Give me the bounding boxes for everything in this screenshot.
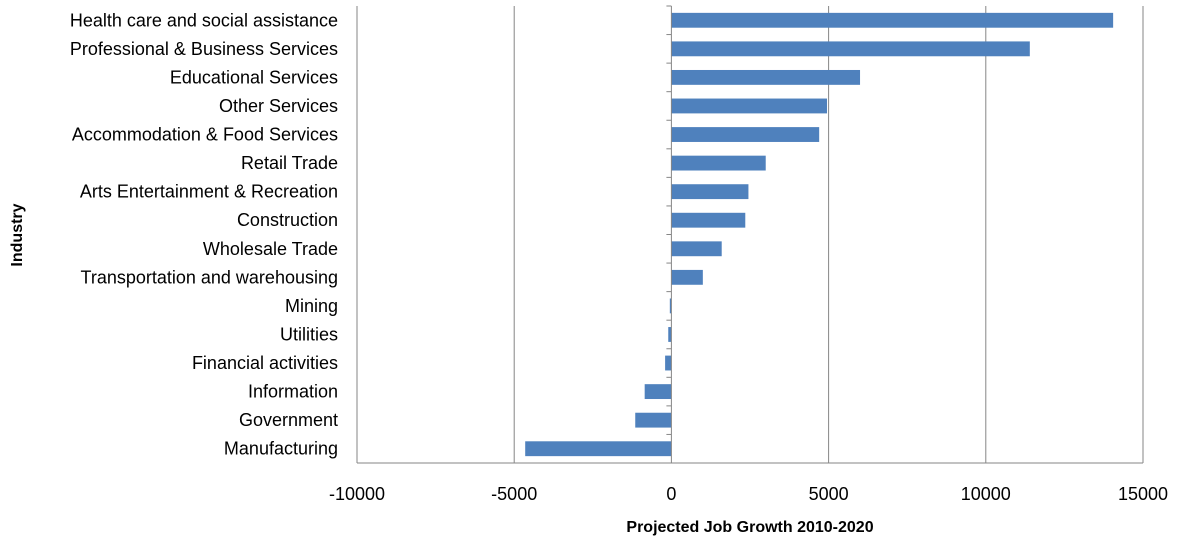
bar	[671, 41, 1030, 57]
x-tick-label: -5000	[491, 484, 537, 504]
category-label: Information	[248, 382, 338, 402]
category-label: Other Services	[219, 96, 338, 116]
bar	[671, 241, 722, 257]
bar	[665, 355, 672, 371]
y-axis-title: Industry	[9, 203, 26, 266]
category-labels: Health care and social assistance Profess…	[70, 10, 338, 458]
bar	[671, 155, 766, 171]
bar	[644, 384, 672, 400]
bar	[671, 98, 828, 114]
category-label: Professional & Business Services	[70, 39, 338, 59]
x-tick-labels: -10000 -5000 0 5000 10000 15000	[329, 484, 1168, 504]
bar	[671, 127, 820, 142]
category-label: Financial activities	[192, 353, 338, 373]
category-label: Arts Entertainment & Recreation	[80, 182, 338, 202]
category-label: Construction	[237, 210, 338, 230]
x-tick-label: 5000	[809, 484, 849, 504]
x-tick-label: 10000	[961, 484, 1011, 504]
bar	[671, 12, 1114, 28]
bar	[671, 184, 749, 200]
category-label: Government	[239, 410, 338, 430]
bar	[635, 412, 672, 428]
bar	[668, 327, 672, 342]
bar	[671, 269, 703, 285]
x-tick-label: -10000	[329, 484, 385, 504]
category-label: Manufacturing	[224, 439, 338, 459]
x-tick-label: 0	[666, 484, 676, 504]
x-axis-title: Projected Job Growth 2010-2020	[626, 519, 873, 536]
category-label: Retail Trade	[241, 153, 338, 173]
category-label: Educational Services	[170, 67, 338, 87]
category-label: Accommodation & Food Services	[72, 125, 338, 145]
category-label: Utilities	[280, 324, 338, 344]
bar	[671, 69, 861, 85]
category-label: Wholesale Trade	[203, 239, 338, 259]
bar	[525, 441, 672, 457]
category-label: Health care and social assistance	[70, 10, 338, 30]
axes	[357, 5, 1143, 464]
category-label: Transportation and warehousing	[81, 267, 339, 287]
category-label: Mining	[285, 296, 338, 316]
bar	[669, 298, 672, 314]
x-tick-label: 15000	[1118, 484, 1168, 504]
bar	[671, 212, 746, 228]
bars	[525, 12, 1114, 457]
